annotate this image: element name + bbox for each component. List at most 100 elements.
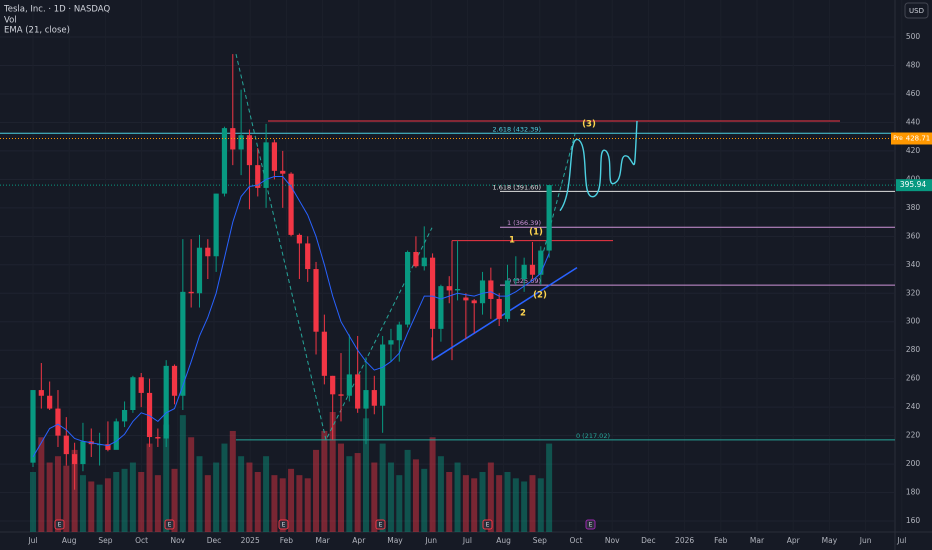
candle-body — [47, 395, 53, 409]
volume-bar — [188, 437, 195, 532]
candle-body — [454, 288, 461, 291]
candle-body — [113, 421, 119, 450]
grid: 160 180 200 220 240 260 280 300 320 340 360 380 400 4… — [0, 32, 921, 545]
volume-bar — [412, 459, 419, 532]
overlay: Tesla, Inc. · 1D · NASDAQ Vol EMA (21, c… — [0, 2, 932, 530]
volume-bar — [487, 462, 494, 532]
candle-body — [155, 437, 161, 439]
currency-label[interactable]: USD — [909, 7, 924, 15]
candle-body — [38, 390, 44, 396]
volume-bar — [396, 475, 403, 532]
x-tick-label: Apr — [787, 536, 801, 545]
earnings-icon — [164, 519, 175, 530]
candle-body — [446, 286, 452, 291]
y-tick-label: 480 — [906, 60, 921, 69]
volume-bar — [154, 475, 161, 532]
drawings: 2.618 (432.39) 1.618 (391.60) 1 (366.39) 0 … — [0, 53, 895, 442]
fib-label: 1.618 (391.60) — [493, 183, 542, 191]
volume-bar — [371, 462, 378, 532]
x-tick-label: Dec — [207, 536, 222, 545]
fib-label: 2.618 (432.39) — [493, 125, 542, 133]
volume-bar — [404, 449, 411, 532]
volume-bar — [329, 412, 336, 532]
fib-label: 0 (217.02) — [576, 432, 610, 440]
volume-legend: Vol — [4, 16, 17, 26]
x-tick-label: Oct — [570, 536, 583, 545]
candle-body — [72, 454, 78, 465]
y-tick-label: 320 — [906, 288, 921, 297]
y-tick-label: 280 — [906, 345, 921, 354]
volume-bar — [263, 456, 270, 532]
currency-button[interactable] — [904, 2, 929, 19]
candle-body — [263, 142, 269, 188]
x-tick-label: 2025 — [241, 536, 260, 545]
y-tick-label: 460 — [906, 89, 921, 98]
volume-bar — [479, 472, 486, 532]
volume-bar — [288, 468, 295, 532]
y-tick-label: 420 — [906, 146, 921, 155]
candle-body — [305, 243, 311, 270]
earnings-label: E — [589, 522, 593, 529]
wave-label: 2 — [520, 309, 526, 319]
trendline — [431, 266, 578, 361]
volume-bar — [421, 468, 428, 532]
volume-bar — [471, 478, 478, 532]
candle-body — [313, 269, 319, 332]
x-tick-label: Jul — [462, 536, 472, 545]
earnings-icon — [54, 519, 65, 530]
volume-bar — [354, 453, 361, 532]
volume-bar — [146, 443, 153, 532]
x-tick-label: 2026 — [675, 536, 694, 545]
x-tick-label: Feb — [714, 536, 728, 545]
candle-body — [388, 340, 394, 345]
candle-body — [146, 392, 153, 438]
x-tick-label: May — [822, 536, 838, 545]
candle-body — [405, 251, 411, 325]
volume-bar — [496, 475, 503, 532]
volume-bar — [504, 472, 511, 532]
candle-body — [538, 250, 544, 275]
x-tick-label: Oct — [135, 536, 148, 545]
candle-body — [271, 142, 278, 171]
x-tick-label: Nov — [605, 536, 620, 545]
volume-bar — [537, 478, 544, 532]
volume-bar — [96, 484, 103, 532]
candle-body — [55, 408, 61, 436]
volume-bar — [113, 472, 120, 532]
candle-body — [438, 286, 444, 329]
volume-bar — [362, 418, 369, 532]
candle-body — [471, 300, 477, 304]
candle-body — [496, 298, 502, 319]
y-tick-label: 220 — [906, 431, 921, 440]
candle-body — [205, 247, 211, 257]
volume-pane — [30, 412, 553, 532]
volume-bar — [79, 475, 86, 532]
candle-body — [504, 280, 511, 319]
volume-bar — [304, 478, 311, 532]
candle-body — [463, 297, 469, 301]
volume-bar — [104, 478, 111, 532]
pre-market-value: 428.71 — [906, 135, 931, 143]
candle-body — [513, 279, 519, 281]
volume-bar — [204, 475, 211, 532]
candle-body — [396, 324, 402, 341]
volume-bar — [71, 449, 78, 532]
volume-bar — [346, 456, 353, 532]
y-tick-label: 400 — [906, 174, 921, 183]
volume-bar — [38, 437, 45, 532]
volume-bar — [296, 475, 303, 532]
x-tick-label: Dec — [641, 536, 656, 545]
y-tick-label: 200 — [906, 459, 921, 468]
x-tick-label: Nov — [170, 536, 185, 545]
candle-body — [255, 165, 261, 188]
x-tick-label: Apr — [352, 536, 366, 545]
candle-body — [421, 257, 427, 267]
volume-bar — [54, 456, 61, 532]
candles — [30, 54, 552, 490]
fib-label: 1 (366.39) — [507, 219, 541, 227]
candle-body — [321, 331, 327, 376]
candle-body — [30, 390, 36, 463]
pre-market-tag — [905, 132, 932, 145]
